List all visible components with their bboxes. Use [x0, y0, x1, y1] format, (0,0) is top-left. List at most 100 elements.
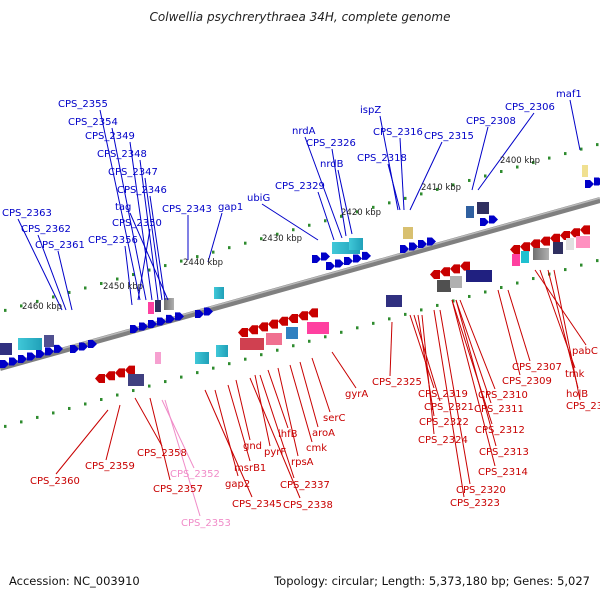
leader-line [124, 245, 133, 306]
tick-dot [292, 228, 295, 232]
forward-gene-arrow [148, 319, 157, 328]
tick-dot [484, 290, 487, 294]
forward-gene-label: CPS_2343 [162, 204, 212, 215]
reverse-gene-label: CPS_2359 [85, 461, 135, 472]
forward-gene-arrow [204, 307, 213, 316]
reverse-gene-box [553, 242, 563, 254]
reverse-gene-arrow [510, 245, 520, 254]
forward-gene-arrow [79, 342, 88, 351]
reverse-gene-label: msrB1 [234, 463, 266, 474]
tick-dot [4, 424, 7, 428]
reverse-gene-arrow [580, 225, 590, 235]
tick-dot [84, 402, 87, 406]
reverse-gene-arrow [560, 231, 570, 240]
tick-dot [196, 255, 199, 259]
tick-dot [468, 178, 471, 182]
leader-line [149, 397, 171, 481]
reverse-gene-arrow [258, 322, 268, 332]
leader-line [289, 364, 313, 443]
forward-gene-label: CPS_2356 [88, 235, 138, 246]
reverse-gene-label: CPS_2337 [280, 480, 330, 491]
forward-gene-label: maf1 [556, 89, 582, 100]
forward-gene-arrow [175, 312, 184, 321]
reverse-gene-label: gnd [243, 441, 262, 452]
reverse-gene-box [437, 280, 451, 292]
reverse-gene-box [450, 276, 462, 288]
tick-dot [228, 246, 231, 250]
forward-gene-box [18, 338, 42, 350]
reverse-gene-label: pyrF [264, 447, 286, 458]
reverse-gene-arrow [550, 233, 560, 243]
reverse-gene-arrow [268, 319, 278, 329]
forward-gene-arrow [130, 325, 139, 333]
leader-line [337, 169, 353, 235]
tick-dot [452, 183, 455, 187]
label-leader-lines [17, 99, 587, 517]
forward-gene-label: ubiG [247, 193, 270, 204]
leader-line [37, 234, 67, 311]
reverse-gene-label: CPS_2309 [502, 376, 552, 387]
forward-gene-box [582, 165, 588, 177]
pseudogene-label: CPS_2353 [181, 518, 231, 529]
leader-line [507, 289, 531, 362]
reverse-gene-box [195, 352, 209, 364]
leader-line [304, 136, 343, 239]
reverse-gene-label: CPS_2357 [153, 484, 203, 495]
leader-line [459, 299, 496, 390]
reverse-gene-label: pabC [572, 346, 598, 357]
forward-gene-arrow [594, 177, 600, 186]
leader-line [164, 399, 201, 517]
reverse-gene-label: CPS_2325 [372, 377, 422, 388]
leader-line [134, 397, 163, 447]
tick-dot [244, 241, 247, 245]
leader-line [477, 112, 535, 191]
tick-dot [324, 335, 327, 339]
leader-line [235, 379, 251, 441]
forward-gene-arrow [88, 339, 97, 348]
tick-dot [420, 192, 423, 196]
forward-gene-label: gap1 [218, 202, 243, 213]
reverse-gene-label: CPS_2319 [418, 389, 468, 400]
forward-gene-arrow [166, 314, 175, 323]
forward-gene-arrow [418, 239, 427, 248]
leader-line [539, 269, 576, 369]
forward-gene-arrow [0, 360, 9, 368]
reverse-gene-label: cmk [306, 443, 327, 454]
reverse-gene-label: CPS_2311 [474, 404, 524, 415]
tick-dot [292, 344, 295, 348]
tick-dot [36, 415, 39, 419]
accession-text: Accession: NC_003910 [9, 574, 140, 588]
forward-gene-arrow [27, 352, 36, 361]
tick-dot [564, 152, 567, 156]
leader-line [249, 377, 301, 499]
reverse-gene-label: CPS_2304 [566, 401, 600, 412]
scale-tick-label: 2440 kbp [183, 258, 223, 268]
forward-gene-box [148, 302, 154, 314]
leader-line [299, 361, 319, 428]
forward-gene-box [466, 206, 474, 218]
reverse-gene-box [466, 270, 492, 282]
reverse-gene-arrow [125, 365, 135, 375]
reverse-gene-arrow [288, 314, 298, 323]
tick-dot [500, 170, 503, 173]
forward-gene-label: CPS_2316 [373, 127, 423, 138]
reverse-gene-label: CPS_2338 [283, 500, 333, 511]
forward-gene-arrow [326, 262, 335, 270]
leader-line [455, 299, 497, 447]
tick-dot [68, 406, 71, 410]
reverse-gene-arrow [105, 371, 115, 381]
forward-gene-arrow [353, 254, 362, 263]
tick-dot [436, 303, 439, 307]
scale-tick-label: 2460 kbp [22, 302, 62, 312]
leader-line [161, 399, 195, 469]
forward-gene-box [44, 335, 54, 347]
leader-line [105, 404, 121, 461]
forward-gene-box [403, 227, 413, 239]
leader-line [547, 269, 579, 389]
forward-gene-arrow [54, 344, 63, 353]
forward-gene-arrow [362, 251, 371, 260]
forward-gene-label: CPS_2355 [58, 99, 108, 110]
reverse-gene-arrow [95, 374, 105, 383]
reverse-gene-label: CPS_2323 [450, 498, 500, 509]
